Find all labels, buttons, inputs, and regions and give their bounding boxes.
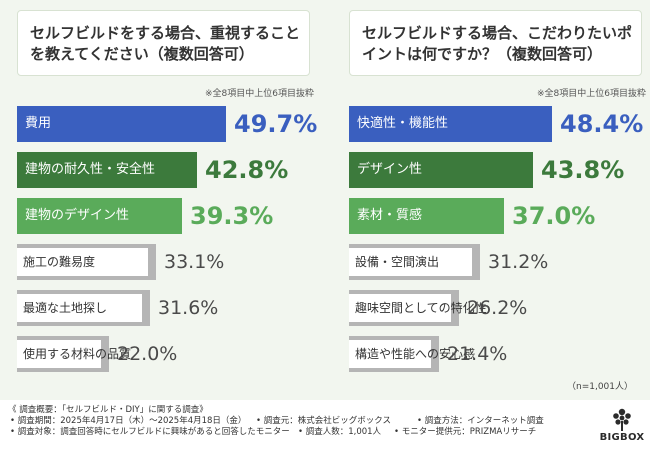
- question-box-left: セルフビルドをする場合、重視することを教えてください（複数回答可）: [17, 10, 310, 76]
- bar-row: 使用する材料の品質 22.0%: [17, 336, 320, 372]
- bar-value-label: 37.0%: [512, 202, 596, 230]
- survey-count: • 調査人数：1,001人: [298, 427, 382, 437]
- bar-label: 趣味空間としての特化性: [349, 294, 487, 322]
- bar-label: 快適性・機能性: [357, 116, 449, 131]
- bar-label: 施工の難易度: [17, 248, 148, 276]
- bar-label: 素材・質感: [357, 208, 423, 223]
- bar-label: 建物の耐久性・安全性: [25, 162, 156, 177]
- bar-label: 建物のデザイン性: [25, 208, 130, 223]
- bar-value-label: 21.4%: [447, 343, 508, 365]
- bar: [17, 198, 182, 234]
- survey-title: 《 調査概要：「セルフビルド・DIY」に関する調査》: [8, 405, 208, 415]
- tree-icon: [613, 408, 631, 431]
- question-title-left: セルフビルドをする場合、重視することを教えてください（複数回答可）: [30, 24, 301, 63]
- bar-value-label: 49.7%: [234, 110, 318, 138]
- question-box-right: セルフビルドする場合、こだわりたいポイントは何ですか？（複数回答可）: [349, 10, 642, 76]
- bar: [17, 152, 197, 188]
- bar-row: デザイン性 43.8%: [349, 152, 650, 188]
- bar-row: 費用 49.7%: [17, 106, 320, 142]
- bar-label: デザイン性: [357, 162, 423, 177]
- chart-panel-left: セルフビルドをする場合、重視することを教えてください（複数回答可） ※全8項目中…: [5, 0, 320, 400]
- bar-row: 趣味空間としての特化性 26.2%: [349, 290, 650, 326]
- survey-source: • 調査元：株式会社ビッグボックス: [256, 416, 391, 426]
- question-title-right: セルフビルドする場合、こだわりたいポイントは何ですか？（複数回答可）: [362, 24, 633, 63]
- bar-value-label: 39.3%: [190, 202, 274, 230]
- survey-provider: • モニター提供元：PRIZMAリサーチ: [394, 427, 537, 437]
- bar-label: 構造や性能への安心感: [349, 340, 475, 368]
- survey-target: • 調査対象：調査回答時にセルフビルドに興味があると回答したモニター: [10, 427, 290, 437]
- bar-row: 設備・空間演出 31.2%: [349, 244, 650, 280]
- bar-row: 最適な土地探し 31.6%: [17, 290, 320, 326]
- bar-row: 施工の難易度 33.1%: [17, 244, 320, 280]
- bar-label: 設備・空間演出: [349, 248, 472, 276]
- bar-value-label: 22.0%: [117, 343, 178, 365]
- bar-value-label: 26.2%: [467, 297, 528, 319]
- bar: [349, 152, 533, 188]
- bar-value-label: 42.8%: [205, 156, 289, 184]
- bar-label: 費用: [25, 116, 52, 131]
- bar-row: 建物のデザイン性 39.3%: [17, 198, 320, 234]
- survey-period: • 調査期間：2025年4月17日（木）～2025年4月18日（金）: [10, 416, 247, 426]
- note-left: ※全8項目中上位6項目抜粋: [205, 89, 314, 99]
- bar-value-label: 48.4%: [560, 110, 644, 138]
- note-right: ※全8項目中上位6項目抜粋: [537, 89, 646, 99]
- bar-row: 構造や性能への安心感 21.4%: [349, 336, 650, 372]
- bar-row: 建物の耐久性・安全性 42.8%: [17, 152, 320, 188]
- survey-method: • 調査方法：インターネット調査: [417, 416, 544, 426]
- bigbox-logo: BIGBOX: [597, 406, 647, 448]
- bar-value-label: 43.8%: [541, 156, 625, 184]
- bar-row: 快適性・機能性 48.4%: [349, 106, 650, 142]
- bar-label: 最適な土地探し: [17, 294, 142, 322]
- bar-label: 使用する材料の品質: [17, 340, 131, 368]
- sample-size: （n=1,001人）: [567, 382, 634, 392]
- bar: [349, 106, 552, 142]
- chart-panel-right: セルフビルドする場合、こだわりたいポイントは何ですか？（複数回答可） ※全8項目…: [337, 0, 650, 400]
- logo-text: BIGBOX: [599, 432, 645, 443]
- bar: [17, 106, 226, 142]
- bar-value-label: 33.1%: [164, 251, 225, 273]
- bar: [349, 198, 504, 234]
- survey-summary: 《 調査概要：「セルフビルド・DIY」に関する調査》 • 調査期間：2025年4…: [8, 405, 598, 438]
- bar-row: 素材・質感 37.0%: [349, 198, 650, 234]
- bar-value-label: 31.2%: [488, 251, 549, 273]
- bar-value-label: 31.6%: [158, 297, 219, 319]
